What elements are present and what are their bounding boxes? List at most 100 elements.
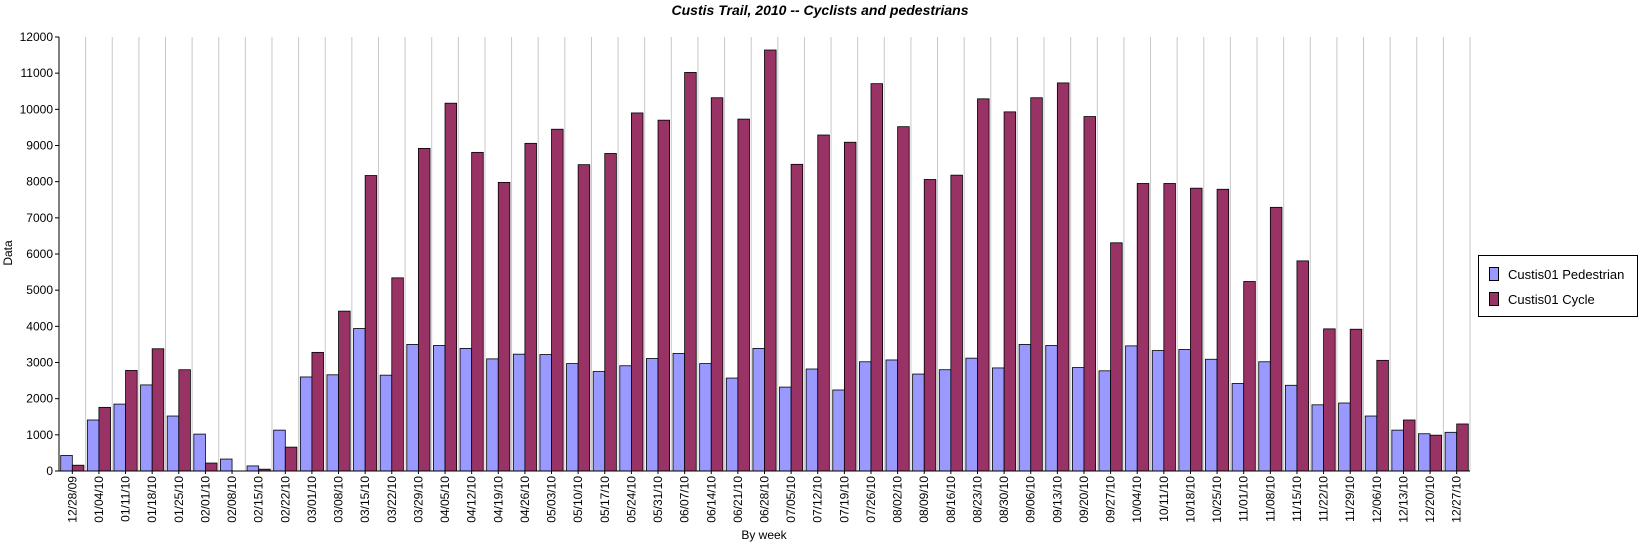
x-tick-label: 09/20/10 bbox=[1077, 476, 1091, 523]
x-tick-label: 03/08/10 bbox=[332, 476, 346, 523]
bar-cycle bbox=[843, 141, 857, 472]
x-tick-label: 10/11/10 bbox=[1157, 476, 1171, 522]
bar-pedestrian bbox=[539, 354, 552, 472]
y-axis-ticks: 0 1000 2000 3000 4000 5000 6000 7000 8000 9000 100… bbox=[20, 30, 59, 478]
bar-cycle bbox=[1190, 187, 1203, 472]
x-tick-label: 04/05/10 bbox=[438, 476, 452, 523]
bar-cycle bbox=[817, 134, 830, 472]
legend-label-cycle: Custis01 Cycle bbox=[1508, 291, 1595, 307]
bar-cycle bbox=[1456, 423, 1469, 472]
bar-pedestrian bbox=[1205, 358, 1218, 472]
bars bbox=[60, 49, 1469, 472]
bar-pedestrian bbox=[1364, 415, 1378, 472]
bar-pedestrian bbox=[1098, 370, 1111, 472]
bar-cycle bbox=[418, 147, 431, 472]
x-tick-label: 12/20/10 bbox=[1423, 476, 1437, 523]
x-tick-label: 02/15/10 bbox=[252, 476, 266, 523]
x-tick-label: 04/12/10 bbox=[465, 476, 479, 523]
x-tick-label: 01/11/10 bbox=[119, 476, 133, 522]
x-tick-label: 09/06/10 bbox=[1024, 476, 1038, 523]
legend: Custis01 Pedestrian Custis01 Cycle bbox=[1478, 255, 1638, 317]
bar-pedestrian bbox=[1125, 345, 1138, 472]
bar-pedestrian bbox=[512, 353, 526, 472]
y-tick-label: 3000 bbox=[26, 356, 53, 370]
bar-pedestrian bbox=[1071, 367, 1085, 472]
bar-cycle bbox=[1216, 188, 1230, 472]
x-tick-label: 07/05/10 bbox=[784, 476, 798, 523]
bar-pedestrian bbox=[1018, 344, 1032, 472]
y-tick-label: 10000 bbox=[20, 102, 54, 116]
bar-pedestrian bbox=[113, 403, 126, 472]
x-axis-label: By week bbox=[741, 528, 787, 542]
bar-pedestrian bbox=[1284, 384, 1298, 472]
bar-pedestrian bbox=[592, 371, 606, 472]
bar-cycle bbox=[977, 98, 990, 472]
x-axis-ticks: 12/28/09 01/04/10 01/11/10 01/18/10 01/25/10… bbox=[65, 471, 1464, 523]
bar-pedestrian bbox=[1045, 345, 1058, 472]
bar-pedestrian bbox=[60, 455, 73, 472]
bar-cycle bbox=[1003, 111, 1017, 472]
x-tick-label: 07/26/10 bbox=[864, 476, 878, 523]
x-tick-label: 08/30/10 bbox=[997, 476, 1011, 523]
bar-cycle bbox=[710, 97, 724, 472]
y-tick-label: 5000 bbox=[26, 283, 53, 297]
bar-cycle bbox=[497, 181, 511, 472]
bar-cycle bbox=[897, 126, 910, 472]
y-tick-label: 4000 bbox=[26, 319, 53, 333]
bar-cycle bbox=[790, 163, 804, 472]
x-tick-label: 01/25/10 bbox=[172, 476, 186, 523]
bar-pedestrian bbox=[1178, 349, 1191, 472]
x-tick-label: 11/08/10 bbox=[1263, 476, 1277, 522]
x-tick-label: 10/18/10 bbox=[1183, 476, 1197, 523]
x-tick-label: 10/25/10 bbox=[1210, 476, 1224, 523]
x-tick-label: 05/24/10 bbox=[624, 476, 638, 523]
x-tick-label: 12/13/10 bbox=[1396, 476, 1410, 523]
x-tick-label: 11/01/10 bbox=[1237, 476, 1251, 522]
bar-cycle bbox=[1376, 359, 1389, 472]
y-tick-label: 6000 bbox=[26, 247, 53, 261]
bar-pedestrian bbox=[699, 363, 712, 472]
legend-swatch-cycle bbox=[1489, 292, 1499, 306]
x-tick-label: 01/18/10 bbox=[145, 476, 159, 523]
x-tick-label: 01/04/10 bbox=[92, 476, 106, 523]
legend-item-cycle: Custis01 Cycle bbox=[1489, 291, 1595, 307]
y-tick-label: 8000 bbox=[26, 175, 53, 189]
bar-cycle bbox=[684, 72, 697, 472]
bar-pedestrian bbox=[193, 433, 206, 472]
y-axis-label: Data bbox=[1, 240, 15, 266]
bar-cycle bbox=[1269, 206, 1283, 472]
x-tick-label: 08/23/10 bbox=[970, 476, 984, 523]
x-tick-label: 05/10/10 bbox=[571, 476, 585, 523]
y-tick-label: 7000 bbox=[26, 211, 53, 225]
bar-pedestrian bbox=[1231, 383, 1245, 472]
x-tick-label: 08/16/10 bbox=[944, 476, 958, 523]
x-tick-label: 06/07/10 bbox=[678, 476, 692, 523]
legend-item-pedestrian: Custis01 Pedestrian bbox=[1489, 266, 1624, 282]
x-tick-label: 06/28/10 bbox=[758, 476, 772, 523]
bar-cycle bbox=[1323, 328, 1336, 472]
x-tick-label: 03/15/10 bbox=[358, 476, 372, 523]
x-tick-label: 05/17/10 bbox=[598, 476, 612, 523]
bar-cycle bbox=[870, 83, 883, 472]
bar-pedestrian bbox=[1391, 429, 1404, 472]
x-tick-label: 09/13/10 bbox=[1050, 476, 1064, 523]
bar-cycle bbox=[471, 151, 484, 472]
x-tick-label: 11/22/10 bbox=[1317, 476, 1331, 522]
bar-cycle bbox=[551, 128, 564, 472]
bar-pedestrian bbox=[1311, 404, 1324, 472]
bar-pedestrian bbox=[1338, 402, 1351, 472]
bar-cycle bbox=[737, 118, 750, 472]
bar-cycle bbox=[125, 370, 138, 472]
bar-pedestrian bbox=[486, 358, 499, 472]
bar-cycle bbox=[1349, 328, 1363, 472]
bar-pedestrian bbox=[752, 347, 765, 472]
bar-cycle bbox=[1163, 183, 1176, 472]
bar-pedestrian bbox=[912, 373, 925, 472]
bar-cycle bbox=[524, 142, 537, 472]
bar-cycle bbox=[1243, 281, 1256, 472]
bar-pedestrian bbox=[1258, 361, 1271, 472]
bar-pedestrian bbox=[805, 368, 819, 472]
x-tick-label: 04/26/10 bbox=[518, 476, 532, 523]
bar-pedestrian bbox=[326, 374, 339, 472]
x-tick-label: 06/21/10 bbox=[731, 476, 745, 523]
